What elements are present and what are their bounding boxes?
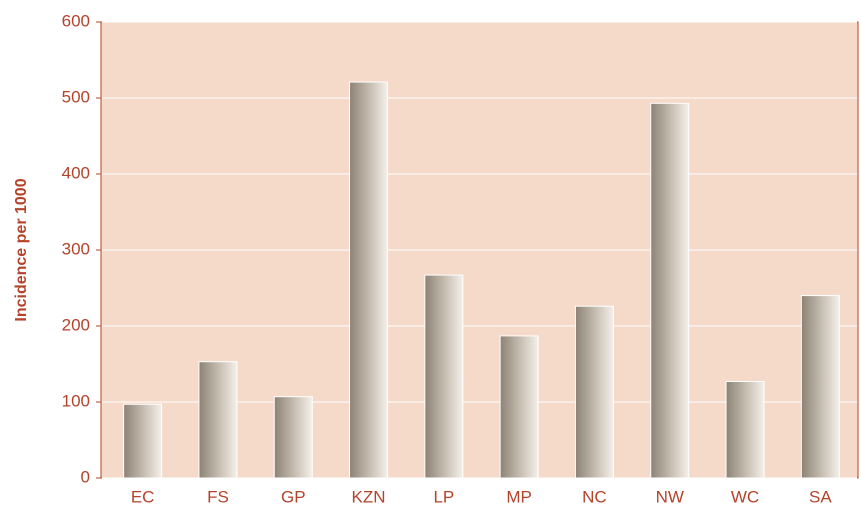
x-tick-label: GP [281, 487, 306, 506]
bar [499, 335, 539, 479]
x-tick-label: NC [582, 487, 607, 506]
y-tick-label: 300 [62, 239, 90, 258]
y-tick-label: 100 [62, 391, 90, 410]
bar [349, 81, 389, 479]
x-tick-label: FS [207, 487, 229, 506]
bar [123, 403, 163, 479]
x-tick-label: SA [809, 487, 832, 506]
bar [725, 380, 765, 479]
x-tick-label: NW [656, 487, 684, 506]
y-tick-label: 500 [62, 87, 90, 106]
bar [424, 274, 464, 479]
bar [650, 102, 690, 479]
y-tick-label: 600 [62, 11, 90, 30]
x-tick-label: EC [131, 487, 155, 506]
bar [800, 295, 840, 479]
x-tick-label: KZN [352, 487, 386, 506]
bar [574, 305, 614, 479]
y-tick-label: 200 [62, 315, 90, 334]
y-axis-label: Incidence per 1000 [13, 178, 30, 321]
x-tick-label: LP [433, 487, 454, 506]
x-tick-label: WC [731, 487, 759, 506]
x-tick-label: MP [506, 487, 532, 506]
bar [198, 361, 238, 479]
y-tick-label: 0 [81, 467, 90, 486]
y-tick-label: 400 [62, 163, 90, 182]
bar [273, 396, 313, 479]
